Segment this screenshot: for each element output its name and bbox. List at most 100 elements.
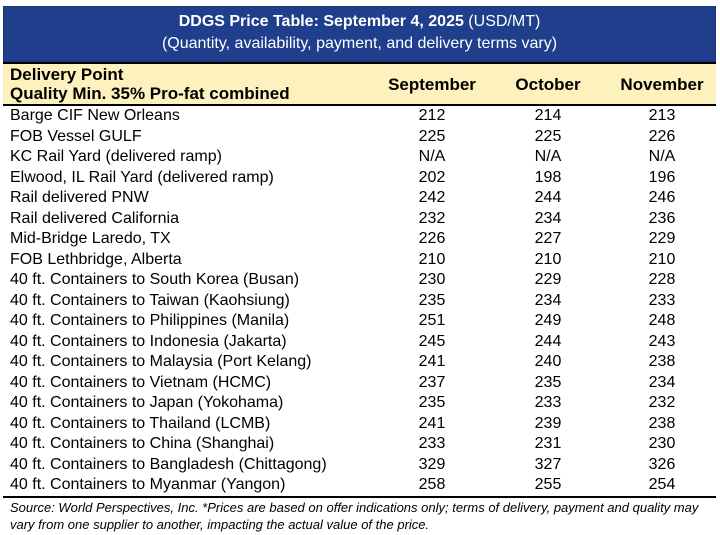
delivery-point-name: 40 ft. Containers to Thailand (LCMB) xyxy=(10,414,271,432)
table-row: Mid-Bridge Laredo, TX 226 227 229 xyxy=(3,229,716,250)
table-row: 40 ft. Containers to South Korea (Busan)… xyxy=(3,270,716,291)
november-price: 234 xyxy=(648,373,676,391)
september-price: 258 xyxy=(418,476,446,493)
delivery-point-name: FOB Vessel GULF xyxy=(10,127,142,145)
table-header-row: Delivery Point Quality Min. 35% Pro-fat … xyxy=(3,62,716,106)
table-body: Barge CIF New Orleans 212 214 213 FOB Vessel… xyxy=(3,106,716,496)
november-price: 326 xyxy=(648,455,676,473)
table-row: Rail delivered PNW 242 244 246 xyxy=(3,188,716,209)
october-price: 239 xyxy=(534,414,562,432)
table-row: FOB Vessel GULF 225 225 226 xyxy=(3,127,716,148)
delivery-point-name: 40 ft. Containers to Taiwan (Kaohsiung) xyxy=(10,291,290,309)
delivery-point-name: Rail delivered PNW xyxy=(10,189,149,206)
table-title-main: DDGS Price Table: September 4, 2025 xyxy=(178,13,464,30)
table-row: Barge CIF New Orleans 212 214 213 xyxy=(3,106,716,127)
november-price: 213 xyxy=(648,107,676,124)
delivery-point-name: 40 ft. Containers to South Korea (Busan) xyxy=(10,271,300,288)
table-title-units: (USD/MT) xyxy=(463,13,541,30)
source-note: Source: World Perspectives, Inc. *Prices… xyxy=(10,499,699,533)
october-price: 255 xyxy=(534,476,562,493)
delivery-point-label: Delivery Point xyxy=(10,65,124,84)
september-price: 210 xyxy=(418,250,446,268)
september-price: 212 xyxy=(418,107,446,124)
september-price: 202 xyxy=(418,168,446,186)
quality-label: Quality Min. 35% Pro-fat combined xyxy=(10,84,290,103)
november-price: 248 xyxy=(648,312,676,329)
november-price: 226 xyxy=(648,127,676,145)
delivery-point-name: 40 ft. Containers to China (Shanghai) xyxy=(10,435,275,452)
table-row: 40 ft. Containers to Japan (Yokohama) 235… xyxy=(3,393,716,414)
delivery-point-name: 40 ft. Containers to Vietnam (HCMC) xyxy=(10,373,272,391)
october-price: 227 xyxy=(534,230,562,247)
delivery-point-name: 40 ft. Containers to Bangladesh (Chittag… xyxy=(10,455,327,473)
november-price: 254 xyxy=(648,476,676,493)
october-price: 214 xyxy=(534,107,562,124)
table-row: 40 ft. Containers to Taiwan (Kaohsiung) 2… xyxy=(3,291,716,312)
october-price: 233 xyxy=(534,394,562,411)
delivery-point-name: FOB Lethbridge, Alberta xyxy=(10,250,182,268)
november-price: 229 xyxy=(648,230,676,247)
table-row: 40 ft. Containers to Bangladesh (Chittag… xyxy=(3,455,716,476)
table-bottom-rule xyxy=(3,495,716,498)
table-title: DDGS Price Table: September 4, 2025 (USD… xyxy=(4,11,715,33)
november-price: 238 xyxy=(648,353,676,370)
table-row: 40 ft. Containers to Thailand (LCMB) 241 2… xyxy=(3,414,716,435)
november-price: 232 xyxy=(648,394,676,411)
november-price: 236 xyxy=(648,209,676,227)
table-row: 40 ft. Containers to Vietnam (HCMC) 237 23… xyxy=(3,373,716,394)
table-row: 40 ft. Containers to Philippines (Manila… xyxy=(3,311,716,332)
october-price: 249 xyxy=(534,312,562,329)
october-price: 210 xyxy=(534,250,562,268)
table-row: Rail delivered California 232 234 236 xyxy=(3,209,716,230)
delivery-point-name: 40 ft. Containers to Japan (Yokohama) xyxy=(10,394,284,411)
delivery-point-name: 40 ft. Containers to Indonesia (Jakarta) xyxy=(10,332,287,350)
september-price: 237 xyxy=(418,373,446,391)
table-row: Elwood, IL Rail Yard (delivered ramp) 202… xyxy=(3,168,716,189)
table-row: FOB Lethbridge, Alberta 210 210 210 xyxy=(3,250,716,271)
october-price: 234 xyxy=(534,209,562,227)
table-row: 40 ft. Containers to Myanmar (Yangon) 258… xyxy=(3,475,716,496)
september-price: 245 xyxy=(418,332,446,350)
table-row: 40 ft. Containers to Indonesia (Jakarta)… xyxy=(3,332,716,353)
october-price: 229 xyxy=(534,271,562,288)
november-price: 210 xyxy=(648,250,676,268)
september-price: 235 xyxy=(418,291,446,309)
september-price: 226 xyxy=(418,230,446,247)
table-subtitle: (Quantity, availability, payment, and de… xyxy=(161,35,558,52)
september-price: 225 xyxy=(418,127,446,145)
table-row: KC Rail Yard (delivered ramp) N/A N/A N/A xyxy=(3,147,716,168)
september-price: 251 xyxy=(418,312,446,329)
september-price: 242 xyxy=(418,189,446,206)
october-price: 244 xyxy=(534,332,562,350)
table-row: 40 ft. Containers to Malaysia (Port Kela… xyxy=(3,352,716,373)
october-price: 231 xyxy=(534,435,562,452)
october-price: 225 xyxy=(534,127,562,145)
september-price: 230 xyxy=(418,271,446,288)
october-price: 198 xyxy=(534,168,562,186)
september-price: 235 xyxy=(418,394,446,411)
september-price: N/A xyxy=(418,148,446,165)
delivery-point-name: Rail delivered California xyxy=(10,209,179,227)
october-price: 240 xyxy=(534,353,562,370)
november-price: 238 xyxy=(648,414,676,432)
column-header-october: October xyxy=(515,75,581,94)
delivery-point-name: 40 ft. Containers to Malaysia (Port Kela… xyxy=(10,353,312,370)
price-table: DDGS Price Table: September 4, 2025 (USD… xyxy=(3,6,716,534)
october-price: 235 xyxy=(534,373,562,391)
table-row: 40 ft. Containers to China (Shanghai) 233… xyxy=(3,434,716,455)
november-price: 196 xyxy=(648,168,676,186)
column-header-november: November xyxy=(620,75,704,94)
november-price: 228 xyxy=(648,271,676,288)
september-price: 329 xyxy=(418,455,446,473)
delivery-point-name: 40 ft. Containers to Myanmar (Yangon) xyxy=(10,476,286,493)
september-price: 241 xyxy=(418,414,446,432)
table-title-bar: DDGS Price Table: September 4, 2025 (USD… xyxy=(3,6,716,62)
october-price: 244 xyxy=(534,189,562,206)
delivery-point-name: Barge CIF New Orleans xyxy=(10,107,180,124)
delivery-point-name: Elwood, IL Rail Yard (delivered ramp) xyxy=(10,168,274,186)
delivery-point-name: KC Rail Yard (delivered ramp) xyxy=(10,148,222,165)
delivery-point-header: Delivery Point Quality Min. 35% Pro-fat … xyxy=(10,65,290,103)
september-price: 241 xyxy=(418,353,446,370)
october-price: N/A xyxy=(534,148,562,165)
november-price: 230 xyxy=(648,435,676,452)
